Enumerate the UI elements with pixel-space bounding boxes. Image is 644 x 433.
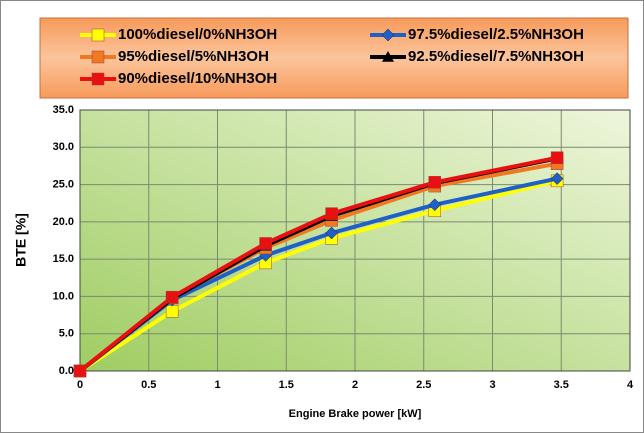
marker — [325, 207, 338, 220]
x-tick-label: 2 — [352, 379, 358, 391]
legend-marker — [91, 72, 105, 86]
x-tick-label: 2.5 — [416, 379, 431, 391]
marker — [550, 172, 564, 185]
marker — [325, 226, 338, 240]
series-line — [78, 178, 558, 373]
marker — [165, 290, 179, 304]
marker — [550, 151, 564, 164]
marker — [259, 237, 272, 250]
x-tick-label: 4 — [627, 379, 634, 391]
legend-label: 90%diesel/10%NH3OH — [118, 70, 277, 87]
marker — [428, 198, 442, 212]
x-axis-label: Engine Brake power [kW] — [289, 408, 422, 420]
legend-marker — [91, 50, 105, 64]
legend-label: 95%diesel/5%NH3OH — [118, 48, 269, 65]
x-tick-label: 0 — [77, 379, 83, 391]
y-tick-label: 15.0 — [53, 253, 74, 265]
y-tick-label: 0.0 — [59, 365, 74, 377]
marker — [428, 176, 441, 189]
legend-marker — [382, 51, 394, 62]
legend-marker — [381, 28, 395, 42]
marker — [165, 305, 179, 318]
y-axis-label: BTE [%] — [13, 213, 29, 267]
legend-marker — [91, 28, 105, 42]
y-tick-label: 20.0 — [53, 216, 74, 228]
y-tick-label: 10.0 — [53, 290, 74, 302]
x-tick-label: 1 — [214, 379, 220, 391]
x-tick-label: 3 — [489, 379, 495, 391]
y-tick-label: 5.0 — [59, 328, 74, 340]
legend-label: 100%diesel/0%NH3OH — [118, 26, 277, 43]
y-tick-label: 35.0 — [53, 104, 74, 116]
marker — [73, 364, 87, 378]
y-tick-label: 30.0 — [53, 141, 74, 153]
plot-border — [79, 109, 631, 372]
legend-label: 97.5%diesel/2.5%NH3OH — [408, 26, 584, 43]
legend-box — [39, 17, 629, 99]
y-tick-label: 25.0 — [53, 178, 74, 190]
x-tick-label: 3.5 — [554, 379, 569, 391]
series-line — [78, 155, 558, 373]
x-tick-label: 1.5 — [279, 379, 294, 391]
x-tick-label: 0.5 — [141, 379, 156, 391]
legend-label: 92.5%diesel/7.5%NH3OH — [408, 48, 584, 65]
